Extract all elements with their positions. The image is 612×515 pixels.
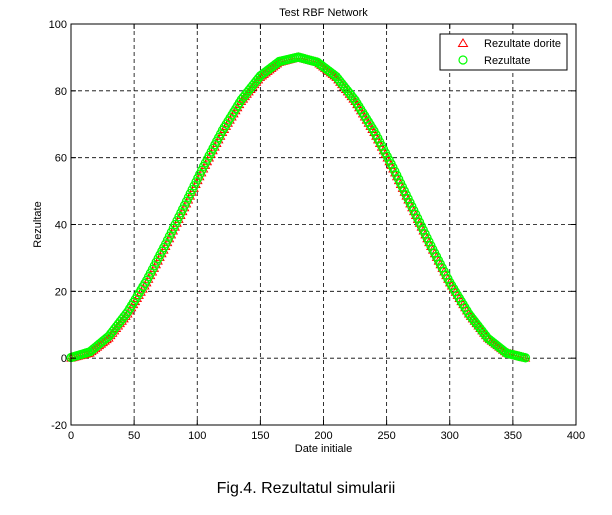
x-tick-label: 350 [504,430,522,442]
data-point-circle [520,353,531,363]
x-tick-label: 200 [314,430,332,442]
x-tick-label: 250 [377,430,395,442]
legend-marker-triangle [457,38,469,47]
x-tick-label: 300 [441,430,459,442]
legend: Rezultate dorite Rezultate [439,33,568,71]
y-tick-label: 60 [55,153,67,165]
y-tick-label: 20 [55,286,67,298]
plot-area [66,51,531,363]
legend-label-1: Rezultate [484,55,530,67]
y-tick-label: 80 [55,86,67,98]
y-tick-label: 0 [61,353,67,365]
grid [71,24,576,425]
x-tick-label: 100 [188,430,206,442]
x-tick-label: 400 [567,430,585,442]
x-tick-label: 50 [128,430,140,442]
y-tick-label: 40 [55,220,67,232]
chart-title: Test RBF Network [279,7,368,19]
x-tick-label: 0 [68,430,74,442]
legend-label-0: Rezultate dorite [484,38,561,50]
figure-caption: Fig.4. Rezultatul simularii [216,480,396,497]
y-tick-label: -20 [51,420,67,432]
x-axis-label: Date initiale [295,443,352,455]
y-axis-label: Rezultate [32,201,44,247]
y-tick-label: 100 [49,19,67,31]
legend-marker-circle [458,55,468,65]
x-tick-label: 150 [251,430,269,442]
